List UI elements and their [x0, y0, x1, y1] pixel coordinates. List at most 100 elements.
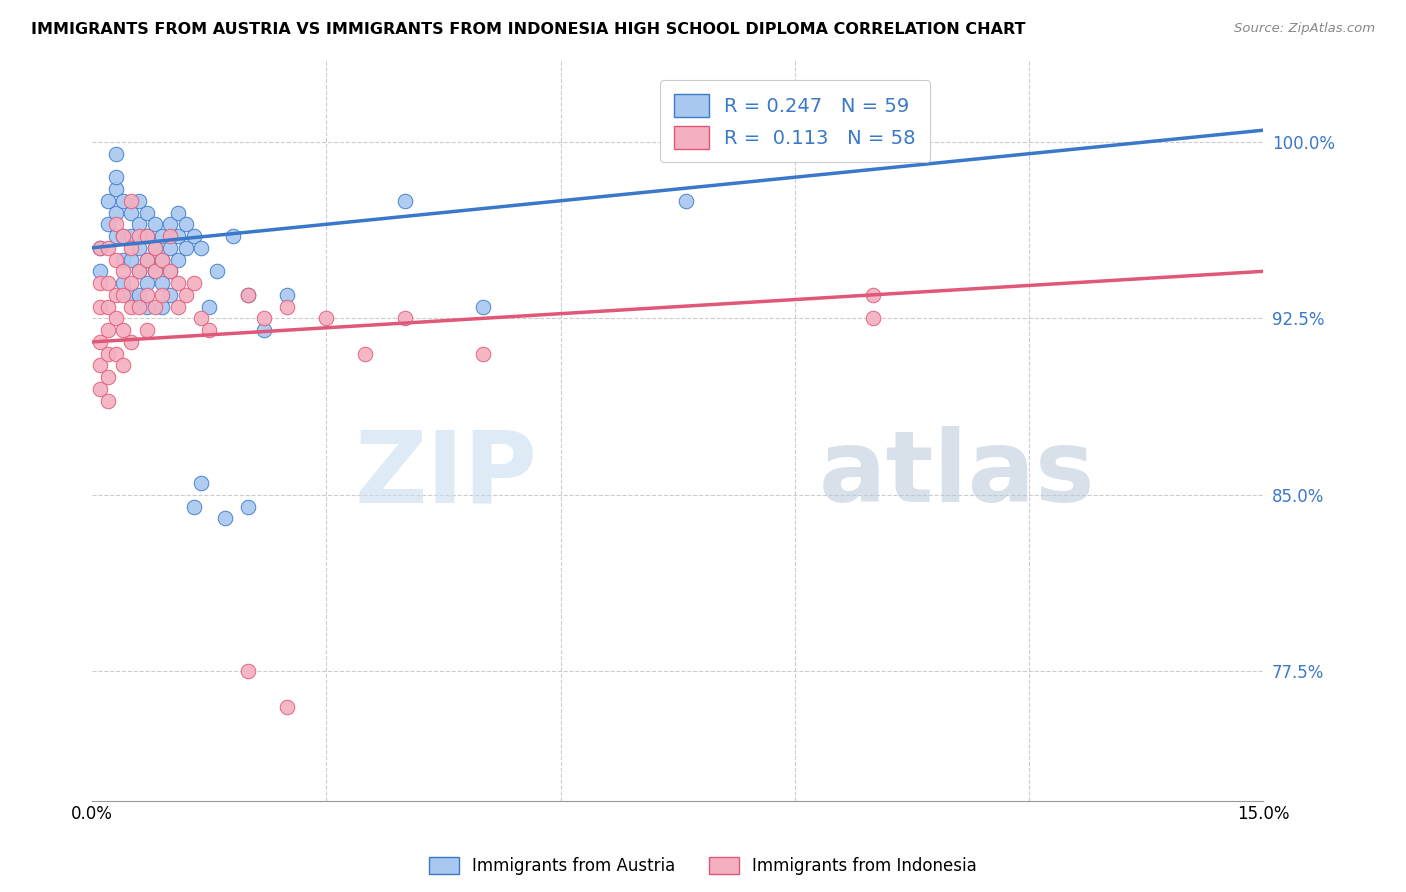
- Point: [354, 346, 377, 360]
- Point: [159, 288, 181, 302]
- Point: [135, 300, 157, 314]
- Point: [89, 382, 111, 396]
- Point: [167, 276, 190, 290]
- Point: [135, 252, 157, 267]
- Point: [159, 264, 181, 278]
- Point: [104, 217, 127, 231]
- Point: [128, 300, 150, 314]
- Point: [183, 276, 205, 290]
- Point: [104, 311, 127, 326]
- Point: [128, 229, 150, 244]
- Point: [167, 229, 190, 244]
- Point: [152, 252, 174, 267]
- Point: [143, 241, 166, 255]
- Point: [112, 359, 135, 373]
- Text: Source: ZipAtlas.com: Source: ZipAtlas.com: [1234, 22, 1375, 36]
- Point: [198, 300, 221, 314]
- Point: [120, 205, 142, 219]
- Point: [97, 370, 120, 384]
- Point: [120, 276, 142, 290]
- Point: [120, 288, 142, 302]
- Point: [128, 241, 150, 255]
- Legend: Immigrants from Austria, Immigrants from Indonesia: Immigrants from Austria, Immigrants from…: [420, 849, 986, 884]
- Point: [152, 300, 174, 314]
- Point: [315, 311, 337, 326]
- Point: [183, 229, 205, 244]
- Text: ZIP: ZIP: [354, 426, 537, 523]
- Point: [112, 264, 135, 278]
- Point: [190, 476, 212, 491]
- Point: [112, 194, 135, 208]
- Point: [675, 194, 697, 208]
- Point: [128, 217, 150, 231]
- Point: [135, 252, 157, 267]
- Point: [152, 229, 174, 244]
- Point: [846, 146, 869, 161]
- Point: [135, 229, 157, 244]
- Point: [89, 334, 111, 349]
- Point: [97, 393, 120, 408]
- Point: [183, 500, 205, 514]
- Point: [135, 276, 157, 290]
- Point: [238, 288, 260, 302]
- Point: [862, 288, 884, 302]
- Point: [862, 311, 884, 326]
- Point: [120, 194, 142, 208]
- Point: [198, 323, 221, 337]
- Point: [471, 300, 494, 314]
- Point: [238, 665, 260, 679]
- Point: [97, 323, 120, 337]
- Point: [238, 288, 260, 302]
- Point: [394, 311, 416, 326]
- Point: [205, 264, 228, 278]
- Text: IMMIGRANTS FROM AUSTRIA VS IMMIGRANTS FROM INDONESIA HIGH SCHOOL DIPLOMA CORRELA: IMMIGRANTS FROM AUSTRIA VS IMMIGRANTS FR…: [31, 22, 1025, 37]
- Point: [135, 288, 157, 302]
- Point: [104, 252, 127, 267]
- Point: [276, 300, 298, 314]
- Point: [152, 288, 174, 302]
- Point: [190, 241, 212, 255]
- Point: [104, 170, 127, 185]
- Point: [159, 217, 181, 231]
- Point: [97, 194, 120, 208]
- Point: [174, 217, 197, 231]
- Point: [104, 146, 127, 161]
- Point: [112, 276, 135, 290]
- Point: [89, 276, 111, 290]
- Point: [97, 300, 120, 314]
- Point: [159, 241, 181, 255]
- Point: [394, 194, 416, 208]
- Point: [238, 500, 260, 514]
- Point: [222, 229, 245, 244]
- Point: [253, 311, 276, 326]
- Point: [112, 252, 135, 267]
- Point: [128, 288, 150, 302]
- Point: [104, 182, 127, 196]
- Point: [152, 276, 174, 290]
- Point: [135, 205, 157, 219]
- Point: [167, 300, 190, 314]
- Point: [143, 241, 166, 255]
- Point: [128, 194, 150, 208]
- Point: [120, 252, 142, 267]
- Point: [152, 252, 174, 267]
- Point: [276, 699, 298, 714]
- Point: [112, 229, 135, 244]
- Point: [159, 264, 181, 278]
- Point: [89, 264, 111, 278]
- Point: [128, 264, 150, 278]
- Point: [104, 205, 127, 219]
- Point: [120, 334, 142, 349]
- Point: [112, 229, 135, 244]
- Point: [97, 217, 120, 231]
- Point: [89, 359, 111, 373]
- Point: [112, 288, 135, 302]
- Point: [128, 264, 150, 278]
- Point: [471, 346, 494, 360]
- Point: [174, 241, 197, 255]
- Point: [143, 264, 166, 278]
- Point: [120, 300, 142, 314]
- Text: atlas: atlas: [818, 426, 1095, 523]
- Point: [104, 229, 127, 244]
- Point: [190, 311, 212, 326]
